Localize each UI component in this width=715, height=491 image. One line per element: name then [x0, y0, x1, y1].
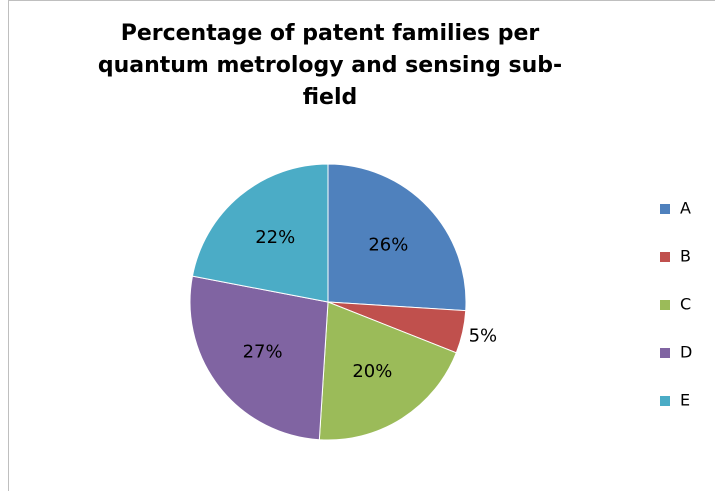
legend-swatch: [660, 300, 670, 310]
pie-slice: [191, 163, 329, 303]
legend-swatch: [660, 396, 670, 406]
legend-swatch: [660, 252, 670, 262]
data-label: 5%: [469, 326, 498, 347]
legend-label: A: [680, 199, 691, 218]
data-label: 20%: [352, 361, 392, 382]
legend-label: C: [680, 295, 691, 314]
pie-slice: [318, 301, 457, 441]
data-label: 27%: [243, 342, 283, 363]
pie-slice: [189, 275, 329, 441]
legend-label: E: [680, 391, 690, 410]
legend-label: B: [680, 247, 691, 266]
legend-label: D: [680, 343, 692, 362]
pie-slice: [327, 163, 467, 312]
data-label: 26%: [368, 234, 408, 255]
data-label: 22%: [255, 227, 295, 248]
legend-swatch: [660, 348, 670, 358]
chart-title: Percentage of patent families per quantu…: [97, 21, 563, 110]
legend-swatch: [660, 204, 670, 214]
